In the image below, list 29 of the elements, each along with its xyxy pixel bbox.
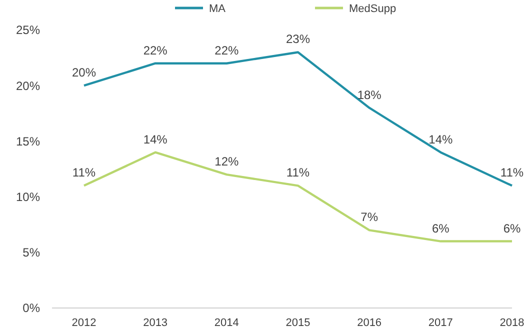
x-tick-label: 2015	[286, 317, 310, 329]
y-tick-label: 10%	[16, 190, 40, 204]
x-tick-label: 2012	[72, 317, 96, 329]
legend-label: MA	[209, 2, 226, 15]
y-tick-label: 5%	[22, 246, 40, 260]
data-label: 7%	[360, 210, 378, 224]
x-tick-label: 2017	[428, 317, 453, 329]
x-tick-label: 2018	[500, 317, 524, 329]
data-label: 12%	[214, 154, 239, 169]
data-label: 23%	[286, 32, 310, 46]
x-tick-label: 2014	[214, 317, 239, 329]
y-tick-label: 20%	[16, 78, 40, 93]
data-label: 11%	[72, 166, 96, 180]
y-tick-label: 0%	[22, 301, 40, 316]
data-label: 6%	[503, 221, 521, 236]
data-label: 22%	[143, 43, 168, 58]
data-label: 18%	[357, 88, 382, 102]
data-label: 20%	[72, 66, 96, 80]
data-label: 14%	[143, 132, 168, 146]
y-tick-label: 25%	[16, 23, 40, 38]
data-label: 6%	[432, 221, 450, 236]
y-tick-label: 15%	[16, 134, 40, 148]
data-label: 11%	[286, 166, 310, 180]
data-label: 11%	[500, 166, 524, 180]
data-label: 22%	[214, 43, 239, 58]
x-tick-label: 2016	[357, 317, 382, 329]
data-label: 14%	[428, 132, 453, 146]
legend-label: MedSupp	[349, 2, 396, 15]
x-tick-label: 2013	[143, 317, 168, 329]
